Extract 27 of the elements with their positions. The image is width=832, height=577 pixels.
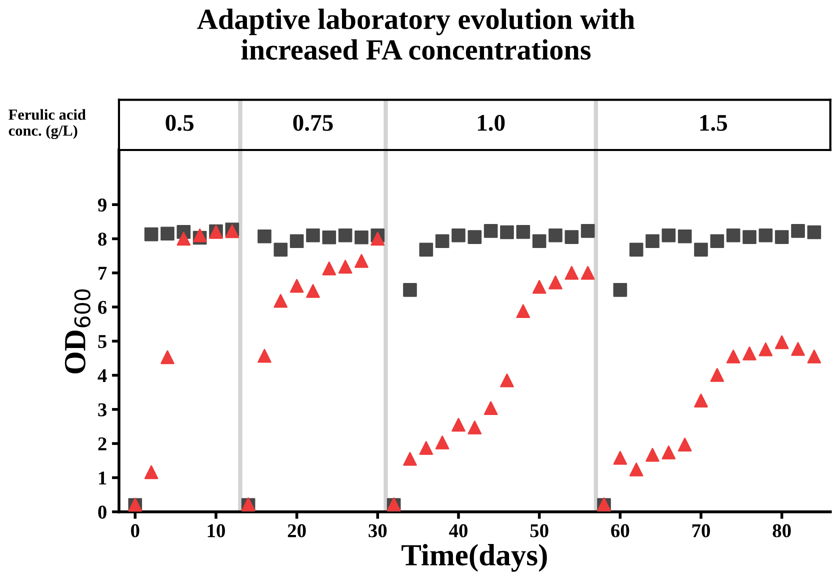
x-axis-title: Time(days): [402, 544, 547, 572]
x-tick-label: 70: [692, 524, 710, 538]
y-tick-label: 5: [98, 335, 106, 348]
x-tick-label: 0: [131, 524, 140, 538]
y-tick-label: 7: [98, 266, 107, 280]
y-axis-title: OD$_{600}$: [64, 289, 90, 374]
x-tick-label: 10: [208, 524, 225, 538]
x-tick-label: 40: [449, 524, 468, 538]
text: 1.5: [700, 115, 728, 131]
text: Ferulic acid conc. (g/L): [8, 109, 86, 140]
y-tick-label: 4: [98, 369, 107, 382]
y-tick-label: 1: [99, 472, 106, 484]
y-tick-label: 9: [98, 198, 106, 212]
y-tick-label: 0: [98, 506, 106, 519]
x-tick-label: 50: [530, 524, 548, 538]
y-tick-label: 2: [98, 437, 106, 450]
x-tick-label: 20: [288, 524, 306, 538]
chart-title: Adaptive laboratory evolution with increased FA concentrations: [197, 8, 635, 60]
y-tick-label: 6: [98, 300, 107, 314]
y-tick-label: 8: [98, 232, 107, 246]
x-tick-label: 80: [772, 524, 791, 538]
x-tick-label: 30: [368, 524, 387, 538]
text: 1.0: [478, 114, 505, 131]
text: 0.75: [293, 114, 333, 131]
y-tick-label: 3: [98, 403, 107, 416]
x-tick-label: 60: [611, 524, 630, 538]
text: 0.5: [166, 114, 194, 131]
